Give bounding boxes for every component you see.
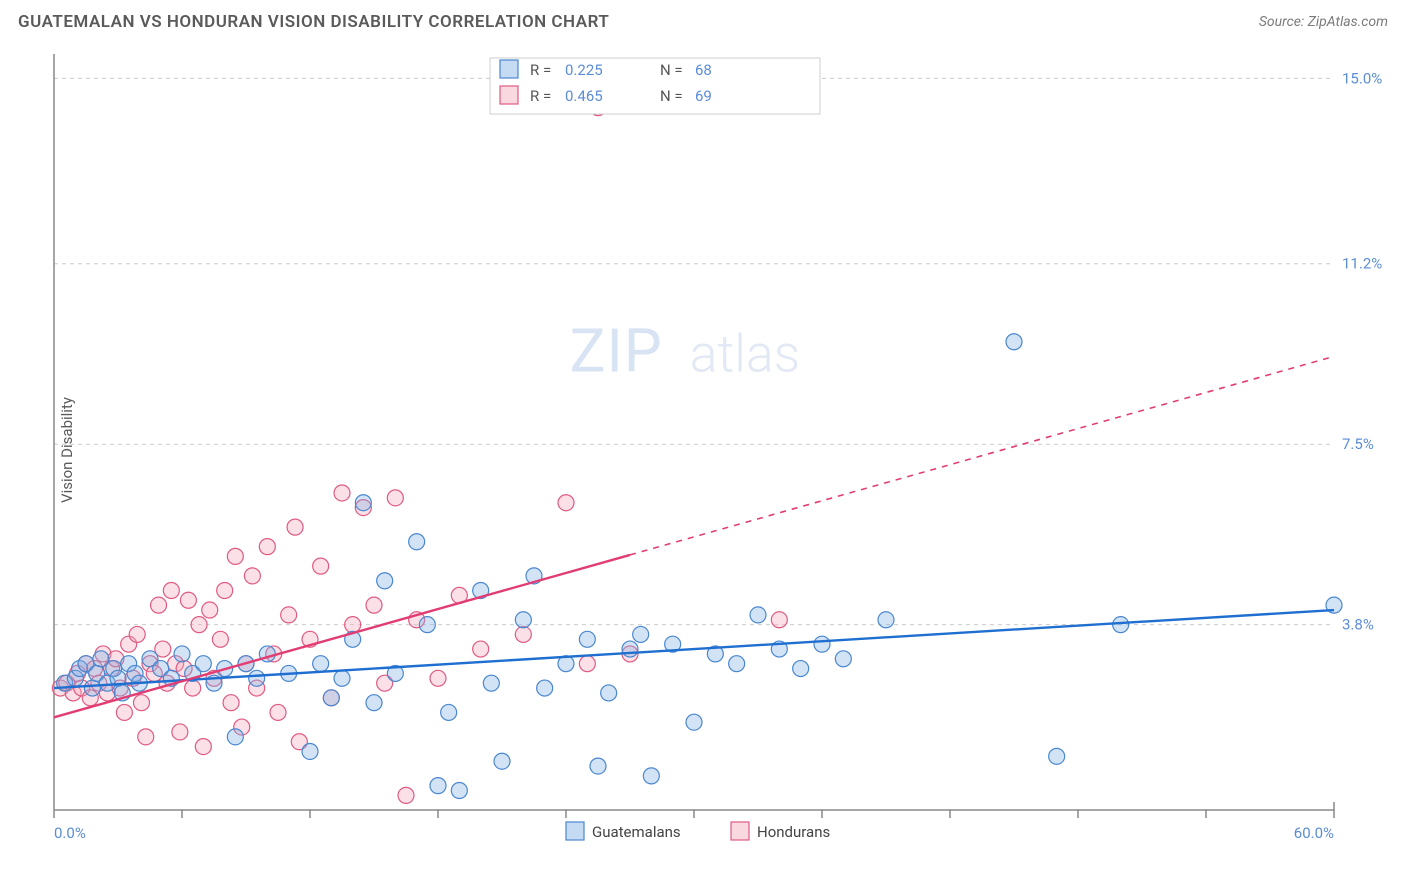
data-point <box>345 617 361 633</box>
chart-title: GUATEMALAN VS HONDURAN VISION DISABILITY… <box>18 12 609 32</box>
legend-swatch <box>500 86 518 104</box>
data-point <box>270 704 286 720</box>
data-point <box>441 704 457 720</box>
data-point <box>287 519 303 535</box>
data-point <box>366 695 382 711</box>
data-point <box>633 626 649 642</box>
data-point <box>590 758 606 774</box>
data-point <box>878 612 894 628</box>
data-point <box>151 597 167 613</box>
y-axis-label: Vision Disability <box>58 397 76 503</box>
data-point <box>515 626 531 642</box>
trend-line <box>54 610 1334 688</box>
data-point <box>729 656 745 672</box>
legend-r-value: 0.225 <box>565 61 603 79</box>
y-tick-label: 3.8% <box>1342 616 1374 634</box>
legend-n-label: N = <box>660 61 683 79</box>
data-point <box>643 768 659 784</box>
data-point <box>409 534 425 550</box>
data-point <box>195 739 211 755</box>
watermark: atlas <box>690 324 801 385</box>
data-point <box>387 490 403 506</box>
data-point <box>515 612 531 628</box>
y-tick-label: 7.5% <box>1342 435 1374 453</box>
y-tick-label: 15.0% <box>1342 69 1382 87</box>
data-point <box>212 631 228 647</box>
data-point <box>202 602 218 618</box>
data-point <box>579 631 595 647</box>
data-point <box>1113 617 1129 633</box>
data-point <box>244 568 260 584</box>
scatter-chart: 3.8% 7.5% 11.2% 15.0% ZIP atlas 0.0% 60.0% R = 0.… <box>50 50 1390 850</box>
legend-r-label: R = <box>530 87 551 105</box>
legend-swatch <box>500 60 518 78</box>
data-point <box>1049 748 1065 764</box>
legend-r-label: R = <box>530 61 551 79</box>
data-point <box>174 646 190 662</box>
data-point <box>180 592 196 608</box>
data-point <box>116 704 132 720</box>
data-point <box>227 729 243 745</box>
data-point <box>430 670 446 686</box>
data-point <box>483 675 499 691</box>
data-point <box>129 626 145 642</box>
data-point <box>163 583 179 599</box>
data-point <box>249 670 265 686</box>
data-point <box>195 656 211 672</box>
data-point <box>302 743 318 759</box>
data-point <box>138 729 154 745</box>
data-point <box>227 548 243 564</box>
data-point <box>1006 334 1022 350</box>
data-point <box>172 724 188 740</box>
data-point <box>84 680 100 696</box>
data-point <box>313 656 329 672</box>
legend-swatch <box>731 822 749 840</box>
data-point <box>793 661 809 677</box>
data-point <box>323 690 339 706</box>
data-point <box>601 685 617 701</box>
data-point <box>377 573 393 589</box>
data-point <box>281 607 297 623</box>
data-point <box>133 695 149 711</box>
series-legend-label: Guatemalans <box>592 823 681 841</box>
data-point <box>334 670 350 686</box>
data-point <box>223 695 239 711</box>
watermark: ZIP <box>570 316 663 387</box>
data-point <box>419 617 435 633</box>
legend-n-value: 68 <box>695 61 712 79</box>
data-point <box>558 495 574 511</box>
legend-r-value: 0.465 <box>565 87 603 105</box>
series-legend-label: Hondurans <box>757 823 830 841</box>
data-point <box>217 583 233 599</box>
source-attribution: Source: ZipAtlas.com <box>1259 14 1388 30</box>
data-point <box>259 539 275 555</box>
data-point <box>191 617 207 633</box>
data-point <box>430 778 446 794</box>
legend-n-label: N = <box>660 87 683 105</box>
chart-container: Vision Disability 3.8% 7.5% 11.2% 15.0% ZIP a… <box>50 50 1390 850</box>
data-point <box>366 597 382 613</box>
data-point <box>622 641 638 657</box>
data-point <box>398 787 414 803</box>
data-point <box>814 636 830 652</box>
trend-line-extrapolated <box>630 356 1334 555</box>
x-tick-label: 0.0% <box>54 824 86 842</box>
data-point <box>771 612 787 628</box>
data-point <box>686 714 702 730</box>
legend-n-value: 69 <box>695 87 712 105</box>
data-point <box>579 656 595 672</box>
data-point <box>185 680 201 696</box>
data-point <box>473 641 489 657</box>
data-point <box>835 651 851 667</box>
data-point <box>355 495 371 511</box>
data-point <box>750 607 766 623</box>
x-tick-label: 60.0% <box>1294 824 1334 842</box>
data-point <box>313 558 329 574</box>
data-point <box>451 782 467 798</box>
data-point <box>334 485 350 501</box>
legend-swatch <box>566 822 584 840</box>
data-point <box>494 753 510 769</box>
data-point <box>537 680 553 696</box>
y-tick-label: 11.2% <box>1342 255 1382 273</box>
